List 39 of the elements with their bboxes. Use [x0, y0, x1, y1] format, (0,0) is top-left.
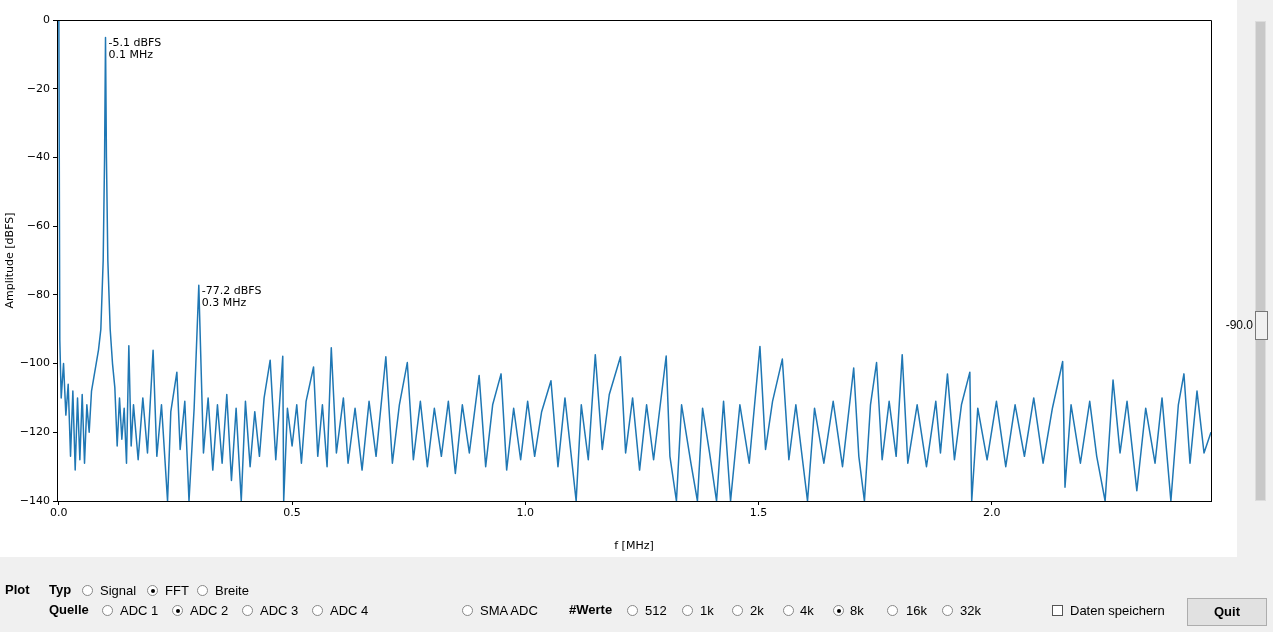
x-tick-label: 0.0: [50, 506, 68, 520]
text: 4k: [800, 603, 814, 619]
y-tick-label: −140: [19, 493, 50, 507]
text: Signal: [100, 583, 137, 599]
y-tick-label: −60: [26, 219, 50, 232]
x-tick-label: 1.5: [749, 506, 768, 520]
text: ADC 3: [260, 603, 299, 619]
annotation: -77.2 dBFS 0.3 MHz: [201, 283, 262, 309]
text: ADC 1: [120, 603, 159, 619]
y-tick-label: −100: [19, 356, 50, 370]
text: FFT: [165, 583, 189, 599]
y-tick-label: −20: [26, 81, 50, 95]
text: Quelle: [49, 602, 89, 618]
x-tick-label: 0.5: [283, 506, 301, 520]
text: ADC 4: [330, 603, 369, 619]
text: -90.0: [1225, 317, 1253, 333]
y-tick-label: −80: [26, 287, 50, 301]
x-tick-label: 2.0: [983, 506, 1001, 520]
y-axis-title: Amplitude [dBFS]: [3, 212, 17, 309]
text: #Werte: [569, 602, 613, 618]
text: 512: [645, 603, 667, 619]
text: 32k: [960, 603, 981, 619]
text: 2k: [750, 603, 764, 619]
quit-button: Quit: [1187, 598, 1267, 626]
text: 16k: [906, 603, 927, 619]
y-tick-label: −40: [26, 150, 50, 164]
text: 1k: [700, 603, 714, 619]
x-tick-label: 1.0: [516, 506, 535, 520]
annotation: -5.1 dBFS 0.1 MHz: [108, 35, 162, 61]
y-tick-label: −120: [19, 425, 50, 439]
x-axis-title: f [MHz]: [614, 539, 654, 553]
text: Plot: [5, 582, 30, 598]
text: SMA ADC: [480, 603, 538, 619]
text: Daten speichern: [1070, 603, 1165, 619]
text: Breite: [215, 583, 249, 599]
text: ADC 2: [190, 603, 229, 619]
text: Typ: [49, 582, 72, 598]
text: 8k: [850, 603, 864, 619]
y-tick-label: 0: [43, 12, 50, 26]
